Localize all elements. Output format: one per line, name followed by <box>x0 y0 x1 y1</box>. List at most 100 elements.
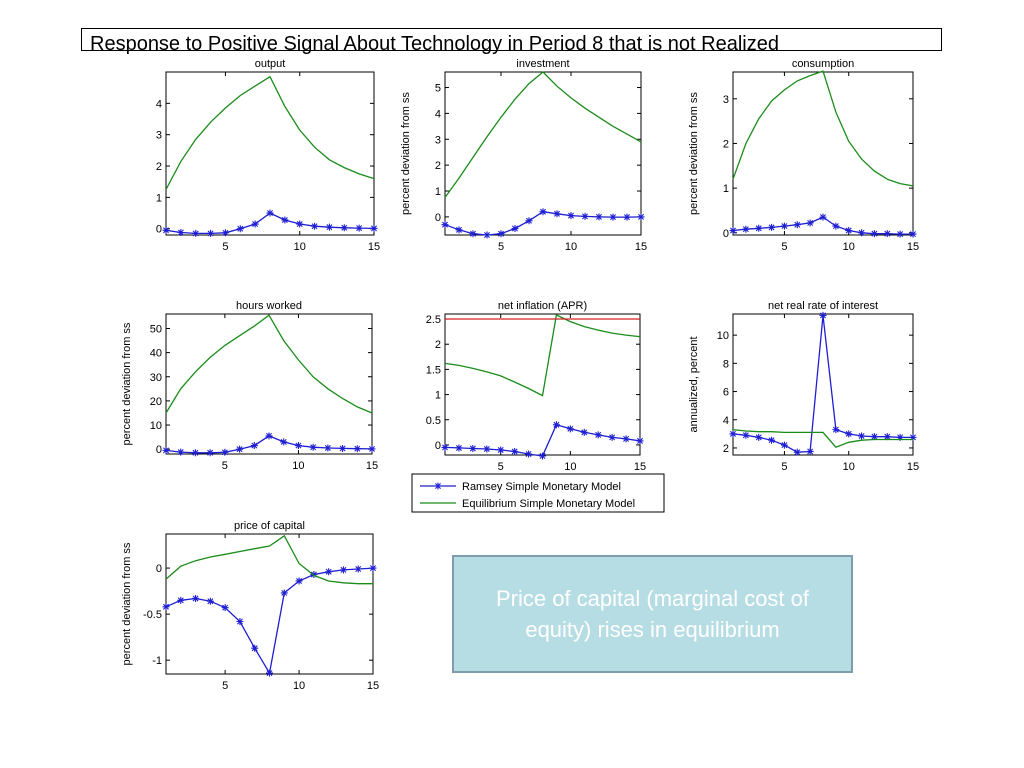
x-tick-label: 10 <box>294 241 306 253</box>
x-tick-label: 10 <box>292 460 304 472</box>
equilibrium-line <box>165 534 373 585</box>
ramsey-marker <box>525 450 533 458</box>
ramsey-marker <box>832 426 840 434</box>
ramsey-marker <box>896 230 904 238</box>
y-tick-label: 10 <box>717 330 729 342</box>
y-tick-label: 30 <box>150 372 162 384</box>
y-axis-label: annualized, percent <box>688 336 700 432</box>
ramsey-marker <box>870 230 878 238</box>
ramsey-marker <box>162 446 170 454</box>
x-tick-label: 15 <box>366 460 378 472</box>
ramsey-marker <box>310 571 318 579</box>
ramsey-marker <box>441 443 449 451</box>
chart-title: hours worked <box>236 300 302 312</box>
plot-area <box>444 71 642 236</box>
ramsey-marker <box>177 448 185 456</box>
chart-panel-6: net real rate of interest annualized, per… <box>688 300 919 473</box>
chart-title: investment <box>516 58 569 70</box>
ramsey-marker <box>354 565 362 573</box>
ramsey-marker <box>162 226 170 234</box>
y-tick-label: 5 <box>435 83 441 95</box>
annotation-text: Price of capital (marginal cost of equit… <box>495 586 810 642</box>
ramsey-marker <box>162 603 170 611</box>
plot-area <box>732 71 914 236</box>
x-tick-label: 5 <box>222 680 228 692</box>
y-tick-label: -1 <box>152 655 162 667</box>
x-tick-label: 10 <box>843 461 855 473</box>
ramsey-marker <box>369 564 377 572</box>
ramsey-marker <box>309 443 317 451</box>
ramsey-marker <box>636 437 644 445</box>
figure-title-box: Response to Positive Signal About Techno… <box>81 28 942 55</box>
y-axis-label: percent deviation from ss <box>688 92 700 215</box>
y-tick-label: 0 <box>723 228 729 240</box>
ramsey-marker <box>497 446 505 454</box>
ramsey-marker <box>355 224 363 232</box>
x-tick-label: 15 <box>367 680 379 692</box>
ramsey-marker <box>755 224 763 232</box>
legend-box <box>411 473 665 513</box>
y-tick-label: 0 <box>156 224 162 236</box>
ramsey-marker <box>236 618 244 625</box>
y-tick-label: 2 <box>435 160 441 172</box>
ramsey-marker <box>806 447 814 455</box>
y-tick-label: 0.5 <box>426 415 441 427</box>
x-tick-label: 5 <box>781 461 787 473</box>
chart-panel-5: net inflation (APR) 5 10 15 0 0.5 1 1.5 2 2.5 <box>426 300 646 473</box>
ramsey-marker <box>483 445 491 453</box>
ramsey-marker <box>768 436 776 444</box>
chart-title: net real rate of interest <box>768 300 878 312</box>
ramsey-marker <box>280 438 288 446</box>
chart-title: price of capital <box>234 520 305 532</box>
y-tick-label: 0 <box>156 444 162 456</box>
ramsey-marker <box>251 644 259 652</box>
ramsey-marker <box>497 230 505 238</box>
ramsey-marker <box>266 669 273 677</box>
ramsey-marker <box>819 311 827 319</box>
ramsey-marker <box>819 213 827 221</box>
y-tick-label: 1 <box>435 390 441 402</box>
ramsey-marker <box>845 227 853 235</box>
y-tick-label: 0 <box>435 440 441 452</box>
y-tick-label: 1 <box>723 183 729 195</box>
y-axis-label: percent deviation from ss <box>121 322 133 445</box>
ramsey-marker <box>324 444 332 452</box>
ramsey-marker <box>296 220 304 228</box>
y-tick-label: 2 <box>435 339 441 351</box>
legend: Ramsey Simple Monetary Model Equilibrium … <box>411 473 665 513</box>
ramsey-marker <box>870 433 878 441</box>
ramsey-marker <box>755 433 763 441</box>
ramsey-marker <box>221 229 229 237</box>
y-tick-label: 4 <box>435 108 441 120</box>
chart-title: net inflation (APR) <box>498 300 587 312</box>
x-tick-label: 5 <box>498 461 504 473</box>
ramsey-marker <box>858 432 866 440</box>
ramsey-marker <box>511 225 519 233</box>
ramsey-marker <box>858 229 866 237</box>
x-tick-label: 10 <box>293 680 305 692</box>
ramsey-marker <box>280 589 288 597</box>
ramsey-marker <box>896 433 904 441</box>
ramsey-marker <box>793 221 801 229</box>
ramsey-marker <box>832 222 840 230</box>
ramsey-marker <box>325 568 333 576</box>
ramsey-marker <box>250 442 258 450</box>
ramsey-marker <box>177 228 185 236</box>
ramsey-marker <box>236 225 244 233</box>
y-tick-label: 1 <box>435 186 441 198</box>
ramsey-marker <box>780 441 788 449</box>
ramsey-marker <box>294 442 302 450</box>
ramsey-marker <box>192 229 200 237</box>
ramsey-marker <box>192 594 200 602</box>
ramsey-marker <box>311 222 319 230</box>
ramsey-marker <box>742 431 750 439</box>
x-tick-label: 5 <box>498 241 504 253</box>
ramsey-marker <box>177 596 185 604</box>
plot-area <box>165 313 373 455</box>
ramsey-marker <box>281 216 289 224</box>
y-tick-label: 50 <box>150 323 162 335</box>
plot-area <box>165 71 375 236</box>
ramsey-marker <box>251 220 259 228</box>
legend-ramsey-label: Ramsey Simple Monetary Model <box>462 481 621 493</box>
